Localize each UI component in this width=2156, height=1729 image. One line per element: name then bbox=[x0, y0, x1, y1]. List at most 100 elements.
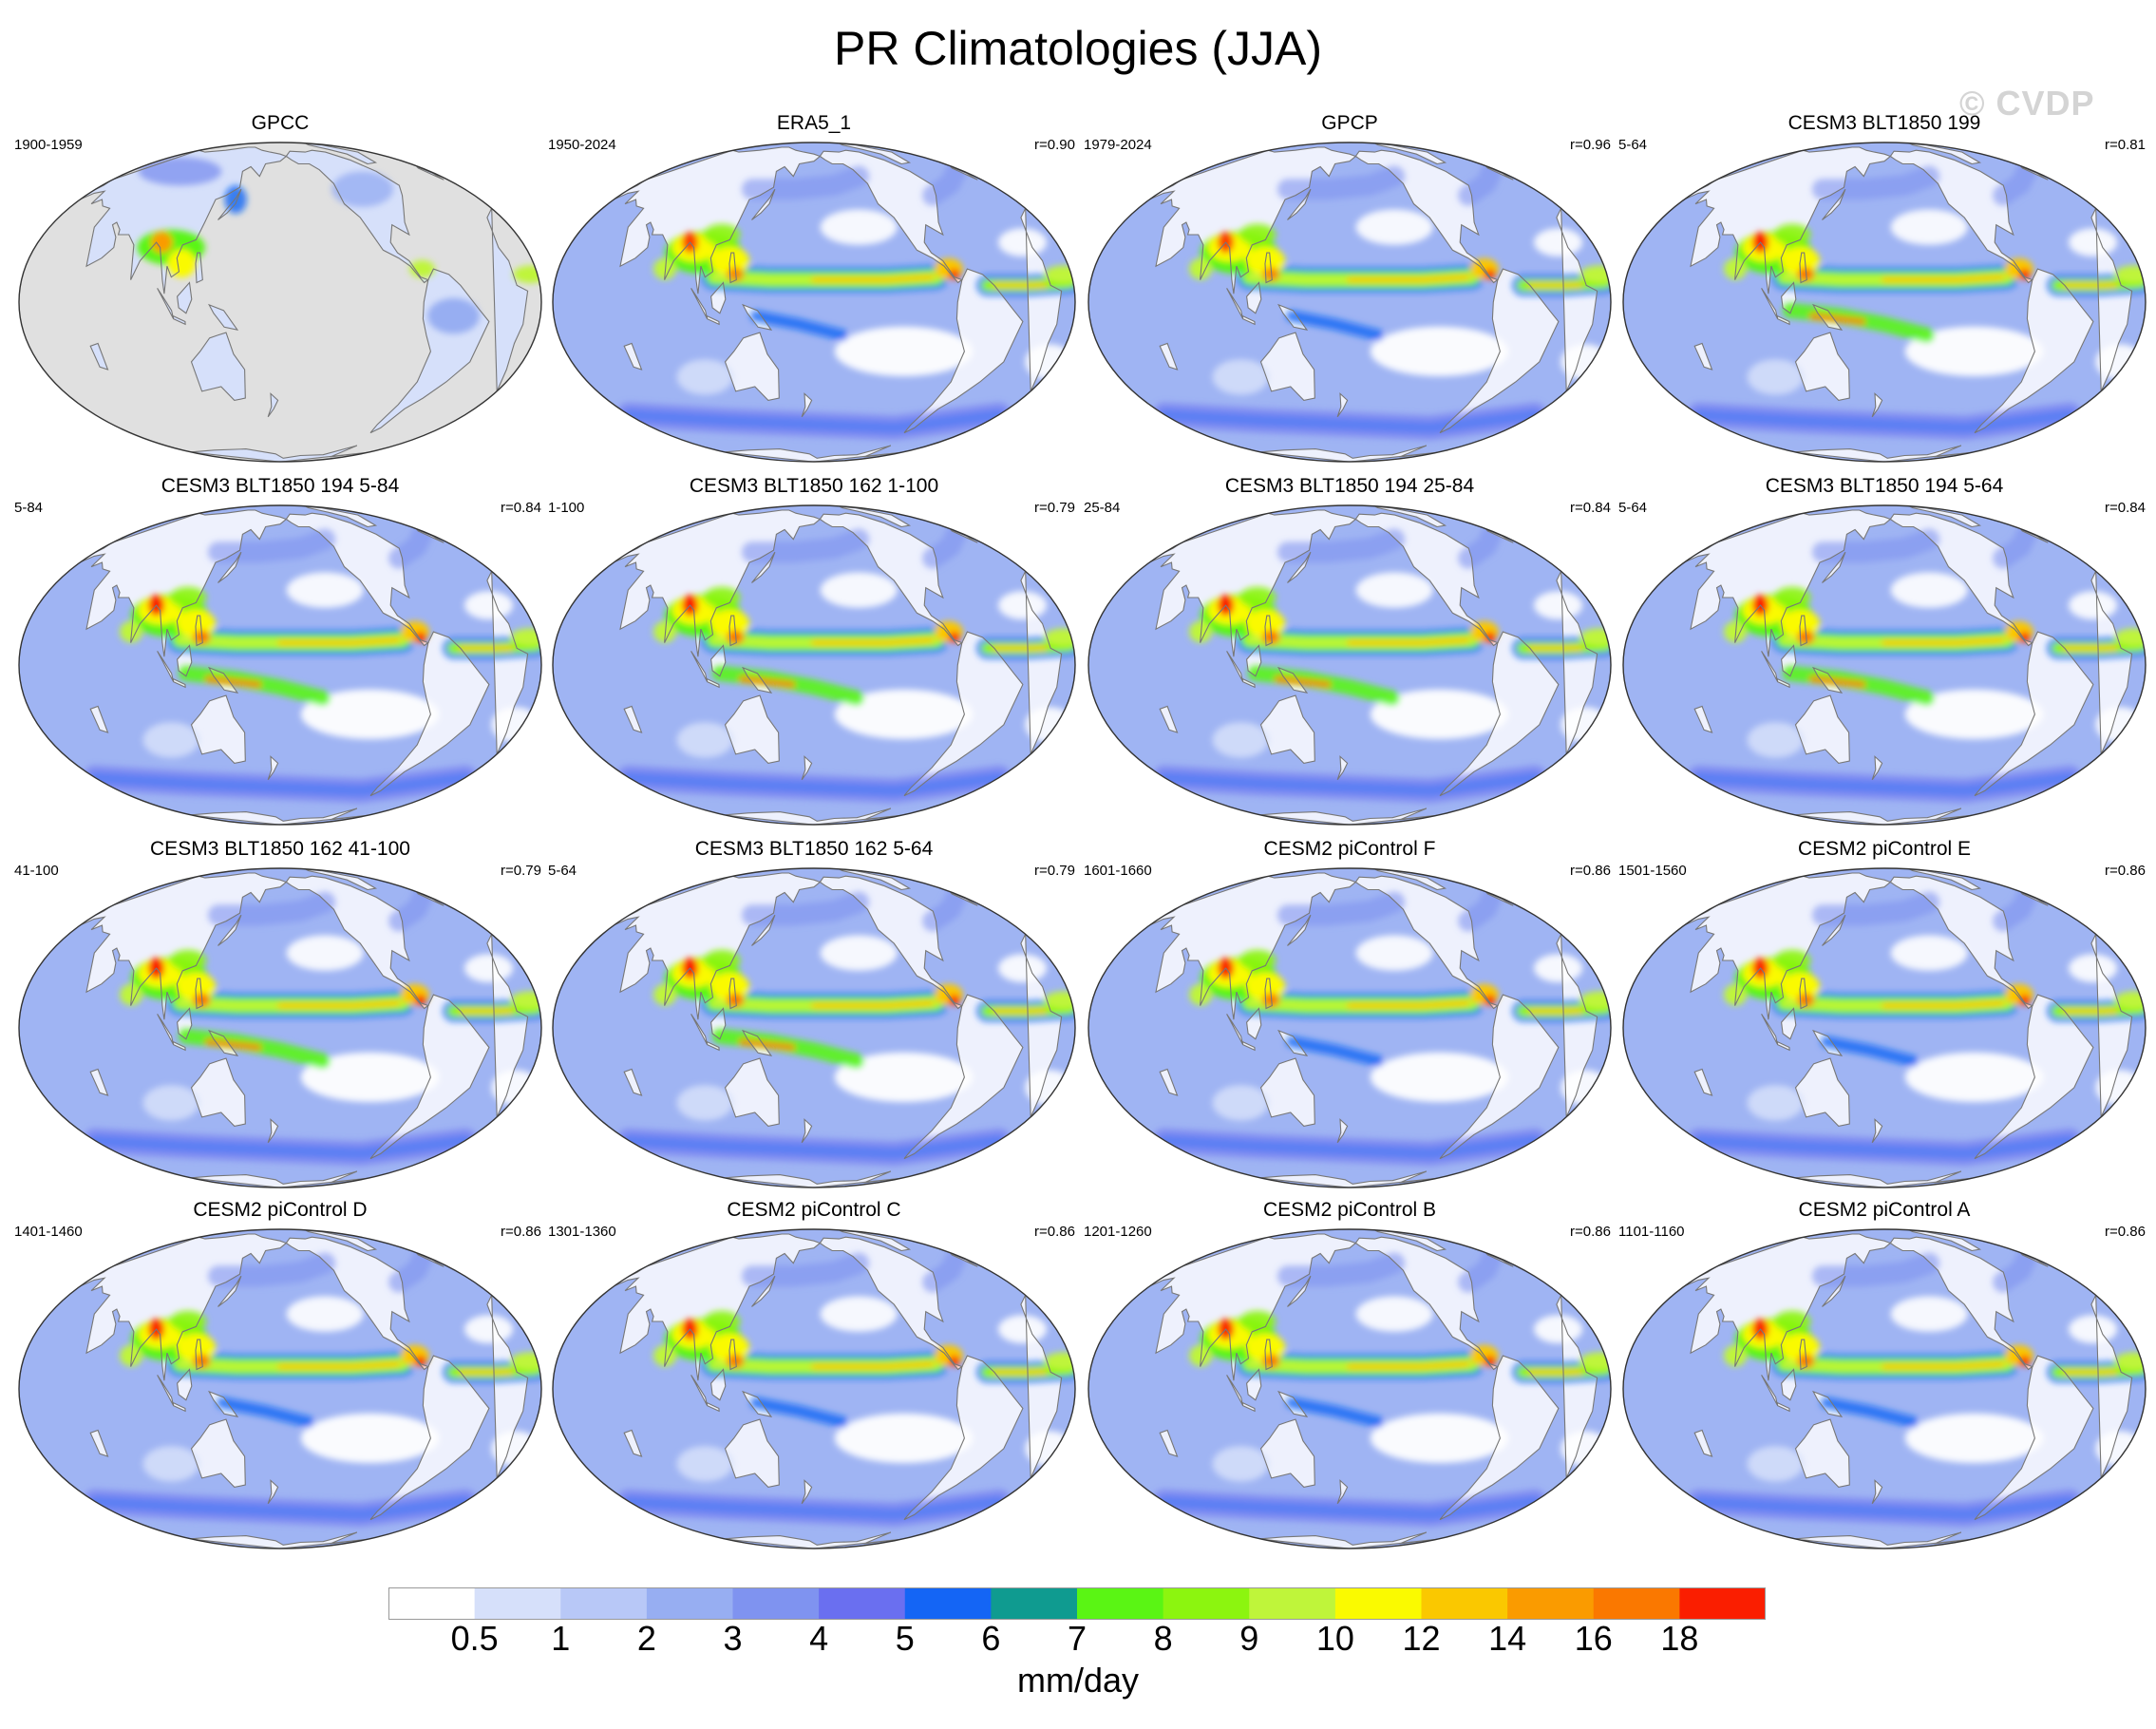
map-border bbox=[18, 867, 542, 1188]
map-border bbox=[1087, 1228, 1612, 1549]
colorbar-swatch bbox=[1163, 1587, 1250, 1620]
precip-map bbox=[552, 142, 1076, 463]
panel-period: 1301-1360 bbox=[548, 1224, 616, 1240]
colorbar-tick-label: 9 bbox=[1239, 1619, 1259, 1658]
precip-map bbox=[18, 504, 542, 826]
coastlines bbox=[1148, 1229, 1598, 1548]
colorbar-swatch bbox=[1249, 1587, 1336, 1620]
colorbar-tick-label: 10 bbox=[1315, 1619, 1354, 1658]
panel-title: CESM2 piControl A bbox=[1798, 1199, 1971, 1221]
map-border bbox=[552, 1228, 1076, 1549]
panel-title: ERA5_1 bbox=[776, 112, 852, 134]
map-panel: GPCC 1900-1959 bbox=[14, 112, 546, 468]
panel-title: GPCC bbox=[251, 112, 310, 134]
panel-pattern-correlation: r=0.81 bbox=[2105, 137, 2146, 153]
map-border bbox=[1087, 142, 1612, 463]
panel-period: 1900-1959 bbox=[14, 137, 83, 153]
coastlines bbox=[613, 142, 1063, 462]
map-border bbox=[552, 867, 1076, 1188]
map-border bbox=[18, 504, 542, 826]
colorbar-tick-label: 8 bbox=[1153, 1619, 1173, 1658]
map-panel: CESM2 piControl E 1501-1560 r=0.86 bbox=[1618, 838, 2150, 1194]
map-panel: CESM3 BLT1850 162 1-100 1-100 r=0.79 bbox=[548, 475, 1080, 831]
colorbar-tick-label: 0.5 bbox=[450, 1619, 499, 1658]
map-panel: CESM3 BLT1850 162 5-64 5-64 r=0.79 bbox=[548, 838, 1080, 1194]
panel-pattern-correlation: r=0.84 bbox=[501, 500, 541, 516]
panel-title: CESM3 BLT1850 162 5-64 bbox=[694, 838, 934, 860]
colorbar-swatch bbox=[732, 1587, 820, 1620]
colorbar-swatch bbox=[1334, 1587, 1423, 1620]
coastlines bbox=[1148, 142, 1598, 462]
colorbar-swatch bbox=[1421, 1587, 1508, 1620]
map-border bbox=[552, 142, 1076, 463]
precip-map bbox=[1622, 142, 2147, 463]
panel-title: CESM3 BLT1850 194 5-64 bbox=[1765, 475, 2004, 497]
coastlines bbox=[79, 505, 529, 825]
map-border bbox=[1087, 504, 1612, 826]
coastlines bbox=[1683, 1229, 2133, 1548]
panel-period: 5-64 bbox=[1618, 500, 1648, 516]
colorbar-swatch bbox=[819, 1587, 906, 1620]
colorbar-tick-label: 7 bbox=[1067, 1619, 1087, 1658]
map-border bbox=[552, 504, 1076, 826]
colorbar-swatch bbox=[474, 1587, 561, 1620]
coastlines bbox=[79, 868, 529, 1188]
map-panel: CESM3 BLT1850 199 5-64 r=0.81 bbox=[1618, 112, 2150, 468]
map-border bbox=[18, 142, 542, 463]
map-panel: CESM3 BLT1850 194 5-84 5-84 r=0.84 bbox=[14, 475, 546, 831]
panel-title: CESM2 piControl B bbox=[1262, 1199, 1437, 1221]
panel-period: 41-100 bbox=[14, 863, 59, 879]
panel-period: 1979-2024 bbox=[1084, 137, 1152, 153]
panel-title: CESM3 BLT1850 162 41-100 bbox=[150, 838, 410, 860]
coastlines bbox=[79, 142, 529, 462]
panel-title: CESM3 BLT1850 162 1-100 bbox=[689, 475, 939, 497]
precip-map bbox=[1087, 504, 1612, 826]
coastlines bbox=[1148, 505, 1598, 825]
panel-period: 1401-1460 bbox=[14, 1224, 83, 1240]
colorbar-swatch bbox=[646, 1587, 734, 1620]
precip-map bbox=[18, 867, 542, 1188]
colorbar-swatch bbox=[1507, 1587, 1595, 1620]
colorbar-tick-label: 4 bbox=[809, 1619, 829, 1658]
colorbar-tick-label: 6 bbox=[981, 1619, 1001, 1658]
precip-map bbox=[1087, 867, 1612, 1188]
coastlines bbox=[613, 1229, 1063, 1548]
panel-period: 1601-1660 bbox=[1084, 863, 1152, 879]
panel-period: 5-84 bbox=[14, 500, 44, 516]
map-panel: CESM3 BLT1850 194 5-64 5-64 r=0.84 bbox=[1618, 475, 2150, 831]
map-border bbox=[1622, 867, 2147, 1188]
colorbar-tick-label: 16 bbox=[1574, 1619, 1613, 1658]
map-panel: ERA5_1 1950-2024 r=0.90 bbox=[548, 112, 1080, 468]
panel-pattern-correlation: r=0.86 bbox=[1570, 1224, 1611, 1240]
panel-title: CESM2 piControl C bbox=[727, 1199, 901, 1221]
map-panel: GPCP 1979-2024 r=0.96 bbox=[1084, 112, 1616, 468]
map-panel: CESM2 piControl A 1101-1160 r=0.86 bbox=[1618, 1199, 2150, 1555]
panel-pattern-correlation: r=0.84 bbox=[2105, 500, 2146, 516]
panel-title: CESM3 BLT1850 194 5-84 bbox=[161, 475, 400, 497]
panel-period: 25-84 bbox=[1084, 500, 1121, 516]
precip-map bbox=[552, 1228, 1076, 1549]
map-panel: CESM3 BLT1850 194 25-84 25-84 r=0.84 bbox=[1084, 475, 1616, 831]
panel-pattern-correlation: r=0.79 bbox=[1034, 863, 1075, 879]
precip-map bbox=[1087, 1228, 1612, 1549]
precip-map bbox=[552, 504, 1076, 826]
panel-title: CESM3 BLT1850 199 bbox=[1787, 112, 1981, 134]
colorbar-tick-label: 1 bbox=[551, 1619, 571, 1658]
panel-period: 1201-1260 bbox=[1084, 1224, 1152, 1240]
map-panel: CESM2 piControl D 1401-1460 r=0.86 bbox=[14, 1199, 546, 1555]
panel-pattern-correlation: r=0.90 bbox=[1034, 137, 1075, 153]
panel-title: CESM2 piControl F bbox=[1263, 838, 1436, 860]
panel-period: 1950-2024 bbox=[548, 137, 616, 153]
colorbar-tick-label: 2 bbox=[636, 1619, 656, 1658]
colorbar-swatch bbox=[1077, 1587, 1164, 1620]
colorbar-tick-label: 3 bbox=[723, 1619, 743, 1658]
panel-pattern-correlation: r=0.86 bbox=[501, 1224, 541, 1240]
panel-period: 1-100 bbox=[548, 500, 585, 516]
precip-map bbox=[1087, 142, 1612, 463]
panel-title: CESM2 piControl E bbox=[1797, 838, 1972, 860]
map-panel: CESM3 BLT1850 162 41-100 41-100 r=0.79 bbox=[14, 838, 546, 1194]
colorbar-swatch bbox=[1593, 1587, 1680, 1620]
panel-pattern-correlation: r=0.86 bbox=[1034, 1224, 1075, 1240]
map-border bbox=[1622, 504, 2147, 826]
colorbar-tick-labels: 0.5 1 2 3 4 5 6 7 8 9 10 12 14 16 18 bbox=[0, 1619, 2156, 1662]
